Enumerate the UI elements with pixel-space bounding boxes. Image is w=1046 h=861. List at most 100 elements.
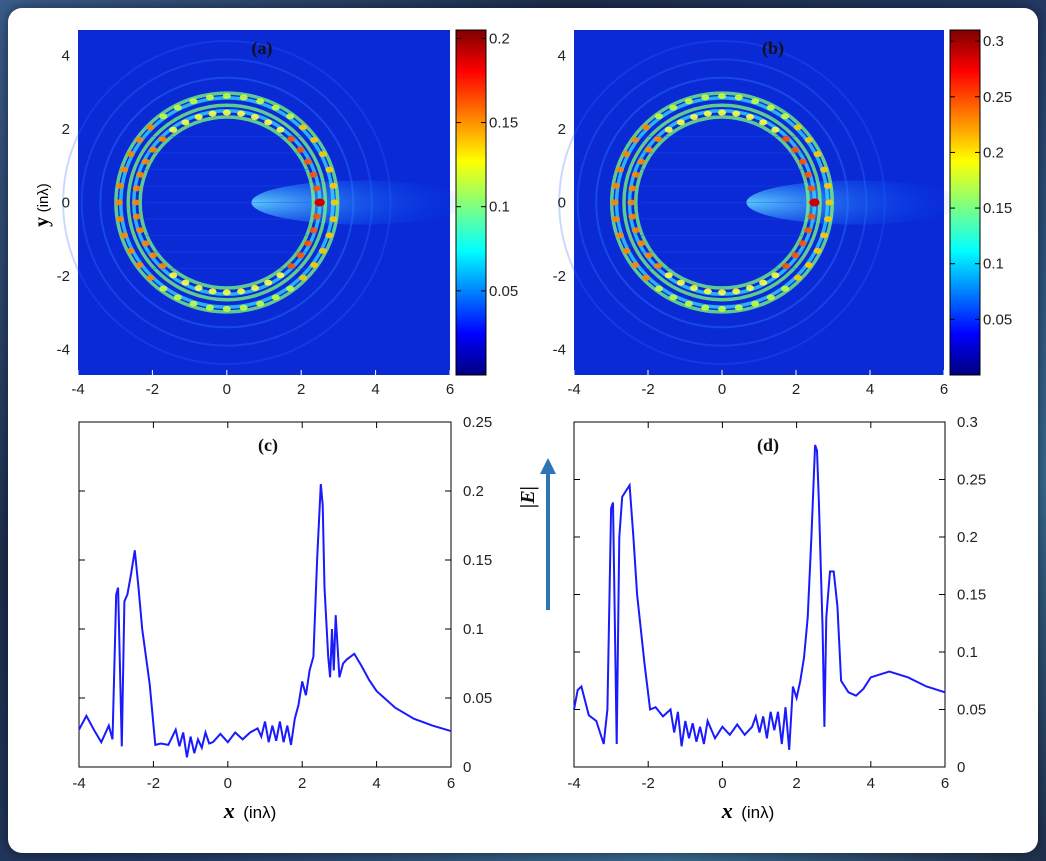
ring-hotspot xyxy=(136,227,145,234)
ring-hotspot xyxy=(766,104,775,111)
ring-hotspot xyxy=(158,135,167,142)
plot-d-xtick-label: 0 xyxy=(718,775,726,792)
colorbar-b-tick-label: 0.05 xyxy=(983,311,1012,328)
ring-hotspot xyxy=(820,166,829,173)
colorbar-a-tick-label: 0.05 xyxy=(489,283,518,300)
heatmap-b-ytick-label: 4 xyxy=(558,48,566,65)
plot-c-frame xyxy=(78,421,452,768)
ring-hotspot xyxy=(120,232,129,239)
focused-beam xyxy=(251,180,470,225)
y-axis-unit: (inλ) xyxy=(35,183,52,212)
ring-hotspot xyxy=(256,98,265,105)
ring-hotspot xyxy=(264,119,273,126)
ring-hotspot xyxy=(146,274,155,281)
heatmap-b-xtick-label: 2 xyxy=(792,381,800,398)
ring-hotspot xyxy=(189,300,198,307)
ring-hotspot xyxy=(318,247,327,254)
heatmap-b-xtick-label: 0 xyxy=(718,381,726,398)
ring-hotspot xyxy=(329,216,338,223)
ring-hotspot xyxy=(669,294,678,301)
line-chart-d: -4 -2 0 2 4 600.050.10.150.20.250.3 (d) x (in… xyxy=(567,414,986,823)
ring-hotspot xyxy=(759,119,768,126)
colorbar-b-tick-label: 0.25 xyxy=(983,89,1012,106)
heatmap-b-xtick-label: 4 xyxy=(866,381,874,398)
ring-hotspot xyxy=(653,263,662,270)
ring-hotspot xyxy=(701,94,710,101)
ring-hotspot xyxy=(771,126,780,133)
ring-hotspot xyxy=(135,262,144,269)
ring-hotspot xyxy=(689,113,698,120)
heatmap-b-ytick-label: -2 xyxy=(553,268,566,285)
ring-hotspot xyxy=(309,227,318,234)
ring-hotspot xyxy=(318,151,327,158)
plot-c-ytick-label: 0.2 xyxy=(463,483,484,500)
ring-hotspot xyxy=(208,288,217,295)
ring-hotspot xyxy=(612,216,621,223)
plot-c-xtick-label: -2 xyxy=(147,775,160,792)
ring-hotspot xyxy=(637,158,646,165)
series-line-c xyxy=(78,484,452,758)
ring-hotspot xyxy=(222,93,231,100)
ring-hotspot xyxy=(312,185,321,192)
plot-c-ytick-label: 0.15 xyxy=(463,552,492,569)
ring-hotspot xyxy=(676,279,685,286)
ring-hotspot xyxy=(669,104,678,111)
ring-hotspot xyxy=(310,136,319,143)
ring-hotspot xyxy=(676,119,685,126)
ring-hotspot xyxy=(759,279,768,286)
ring-hotspot xyxy=(622,247,631,254)
ring-hotspot xyxy=(149,252,158,259)
plot-c-ytick-label: 0.05 xyxy=(463,690,492,707)
plot-d-xtick-label: 2 xyxy=(792,775,800,792)
y-axis-label: y (inλ) xyxy=(31,183,53,227)
x-axis-var-d: x xyxy=(721,798,733,823)
ring-hotspot xyxy=(132,213,141,220)
ring-hotspot xyxy=(684,98,693,105)
ring-hotspot xyxy=(644,146,653,153)
plot-c-xtick-label: 6 xyxy=(447,775,455,792)
ring-hotspot xyxy=(181,279,190,286)
ring-hotspot xyxy=(159,113,168,120)
plot-d-xtick-label: -4 xyxy=(567,775,580,792)
ring-hotspot xyxy=(804,171,813,178)
ring-hotspot xyxy=(615,232,624,239)
ring-hotspot xyxy=(114,199,123,206)
colorbar-a-tick-label: 0.15 xyxy=(489,115,518,132)
ring-hotspot xyxy=(159,285,168,292)
x-axis-label-c: x (inλ) xyxy=(223,798,277,823)
plot-d-ytick-label: 0 xyxy=(957,759,965,776)
heatmap-b-ring xyxy=(558,40,964,365)
heatmap-a-xtick-label: -4 xyxy=(71,381,84,398)
ring-hotspot xyxy=(309,171,318,178)
ring-hotspot xyxy=(689,285,698,292)
ring-hotspot xyxy=(807,185,816,192)
ring-hotspot xyxy=(237,110,246,117)
ring-hotspot xyxy=(116,216,125,223)
ring-hotspot xyxy=(136,171,145,178)
ring-hotspot xyxy=(804,262,813,269)
ring-hotspot xyxy=(132,185,141,192)
plot-c-axes: -4 -2 0 2 4 600.050.10.150.20.25 xyxy=(72,414,492,792)
ring-hotspot xyxy=(310,262,319,269)
plot-d-axes: -4 -2 0 2 4 600.050.10.150.20.250.3 xyxy=(567,414,986,792)
ring-hotspot xyxy=(169,126,178,133)
ring-hotspot xyxy=(654,113,663,120)
ring-hotspot xyxy=(612,182,621,189)
heatmap-a-xtick-label: 4 xyxy=(371,381,379,398)
ring-hotspot xyxy=(644,252,653,259)
ring-hotspot xyxy=(250,285,259,292)
panel-label-b: (b) xyxy=(762,38,784,59)
focused-beam xyxy=(746,180,964,225)
ring-hotspot xyxy=(746,285,755,292)
heatmap-a-ytick-label: 0 xyxy=(62,195,70,212)
ring-hotspot xyxy=(718,109,726,116)
ring-hotspot xyxy=(703,288,712,295)
plot-c-xtick-label: -4 xyxy=(72,775,85,792)
ring-hotspot xyxy=(287,263,296,270)
colorbar-a: 0.2 0.15 0.1 0.05 xyxy=(455,29,518,376)
plot-d-xtick-label: -2 xyxy=(642,775,655,792)
ring-hotspot xyxy=(732,110,741,117)
ring-hotspot xyxy=(189,98,198,105)
ring-hotspot xyxy=(637,240,646,247)
ring-hotspot xyxy=(181,119,190,126)
